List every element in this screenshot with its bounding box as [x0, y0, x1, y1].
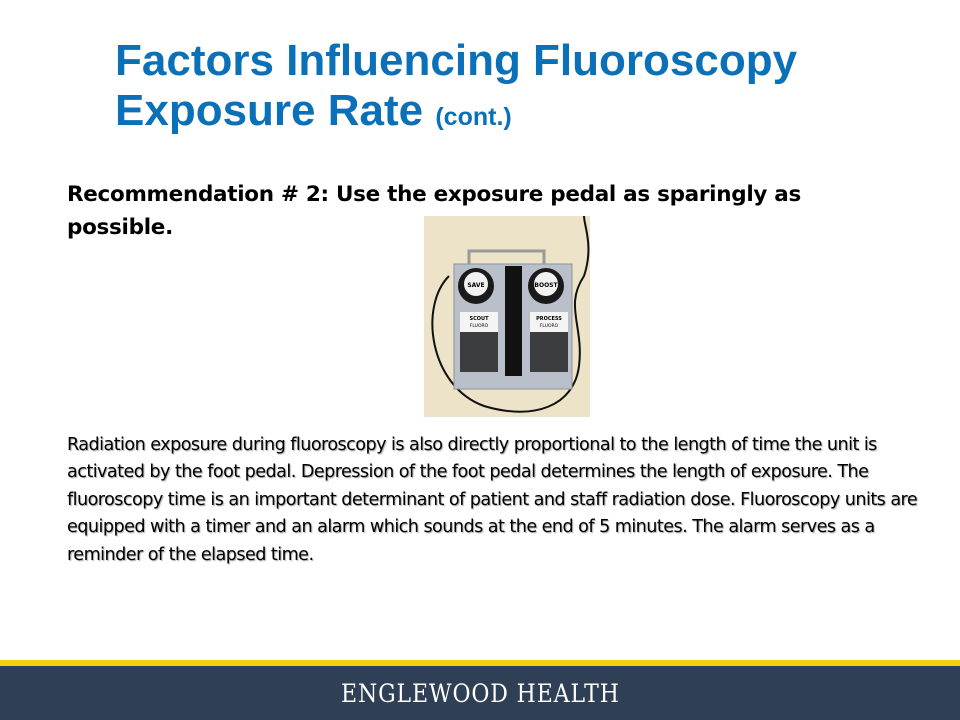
slide-title-suffix: (cont.) — [435, 103, 512, 131]
center-bar — [505, 266, 522, 376]
footer-bar: ENGLEWOOD HEALTH — [0, 666, 960, 720]
slide-title: Factors Influencing Fluoroscopy Exposure… — [115, 36, 915, 142]
scout-label: SCOUT — [470, 316, 490, 322]
footer-brand-logo: ENGLEWOOD HEALTH — [340, 678, 620, 708]
pedal-handle — [467, 249, 546, 271]
slide-title-main: Factors Influencing Fluoroscopy Exposure… — [115, 36, 798, 135]
process-fluoro-label-plate — [530, 312, 568, 332]
body-paragraph: Radiation exposure during fluoroscopy is… — [67, 435, 918, 565]
accent-band — [0, 660, 960, 666]
save-label: SAVE — [467, 282, 484, 289]
process-fluoro-pedal — [530, 332, 568, 372]
boost-label: BOOST — [534, 282, 558, 289]
foot-pedal-photo: SAVE BOOST SCOUT FLUORO PROCESS FLUORO — [424, 216, 590, 417]
process-fluoro-label: FLUORO — [540, 323, 559, 329]
recommendation-text: Recommendation # 2: Use the exposure ped… — [67, 182, 802, 240]
scout-fluoro-label-plate — [460, 312, 498, 332]
process-label: PROCESS — [536, 316, 562, 322]
scout-fluoro-pedal — [460, 332, 498, 372]
scout-fluoro-label: FLUORO — [470, 323, 489, 329]
